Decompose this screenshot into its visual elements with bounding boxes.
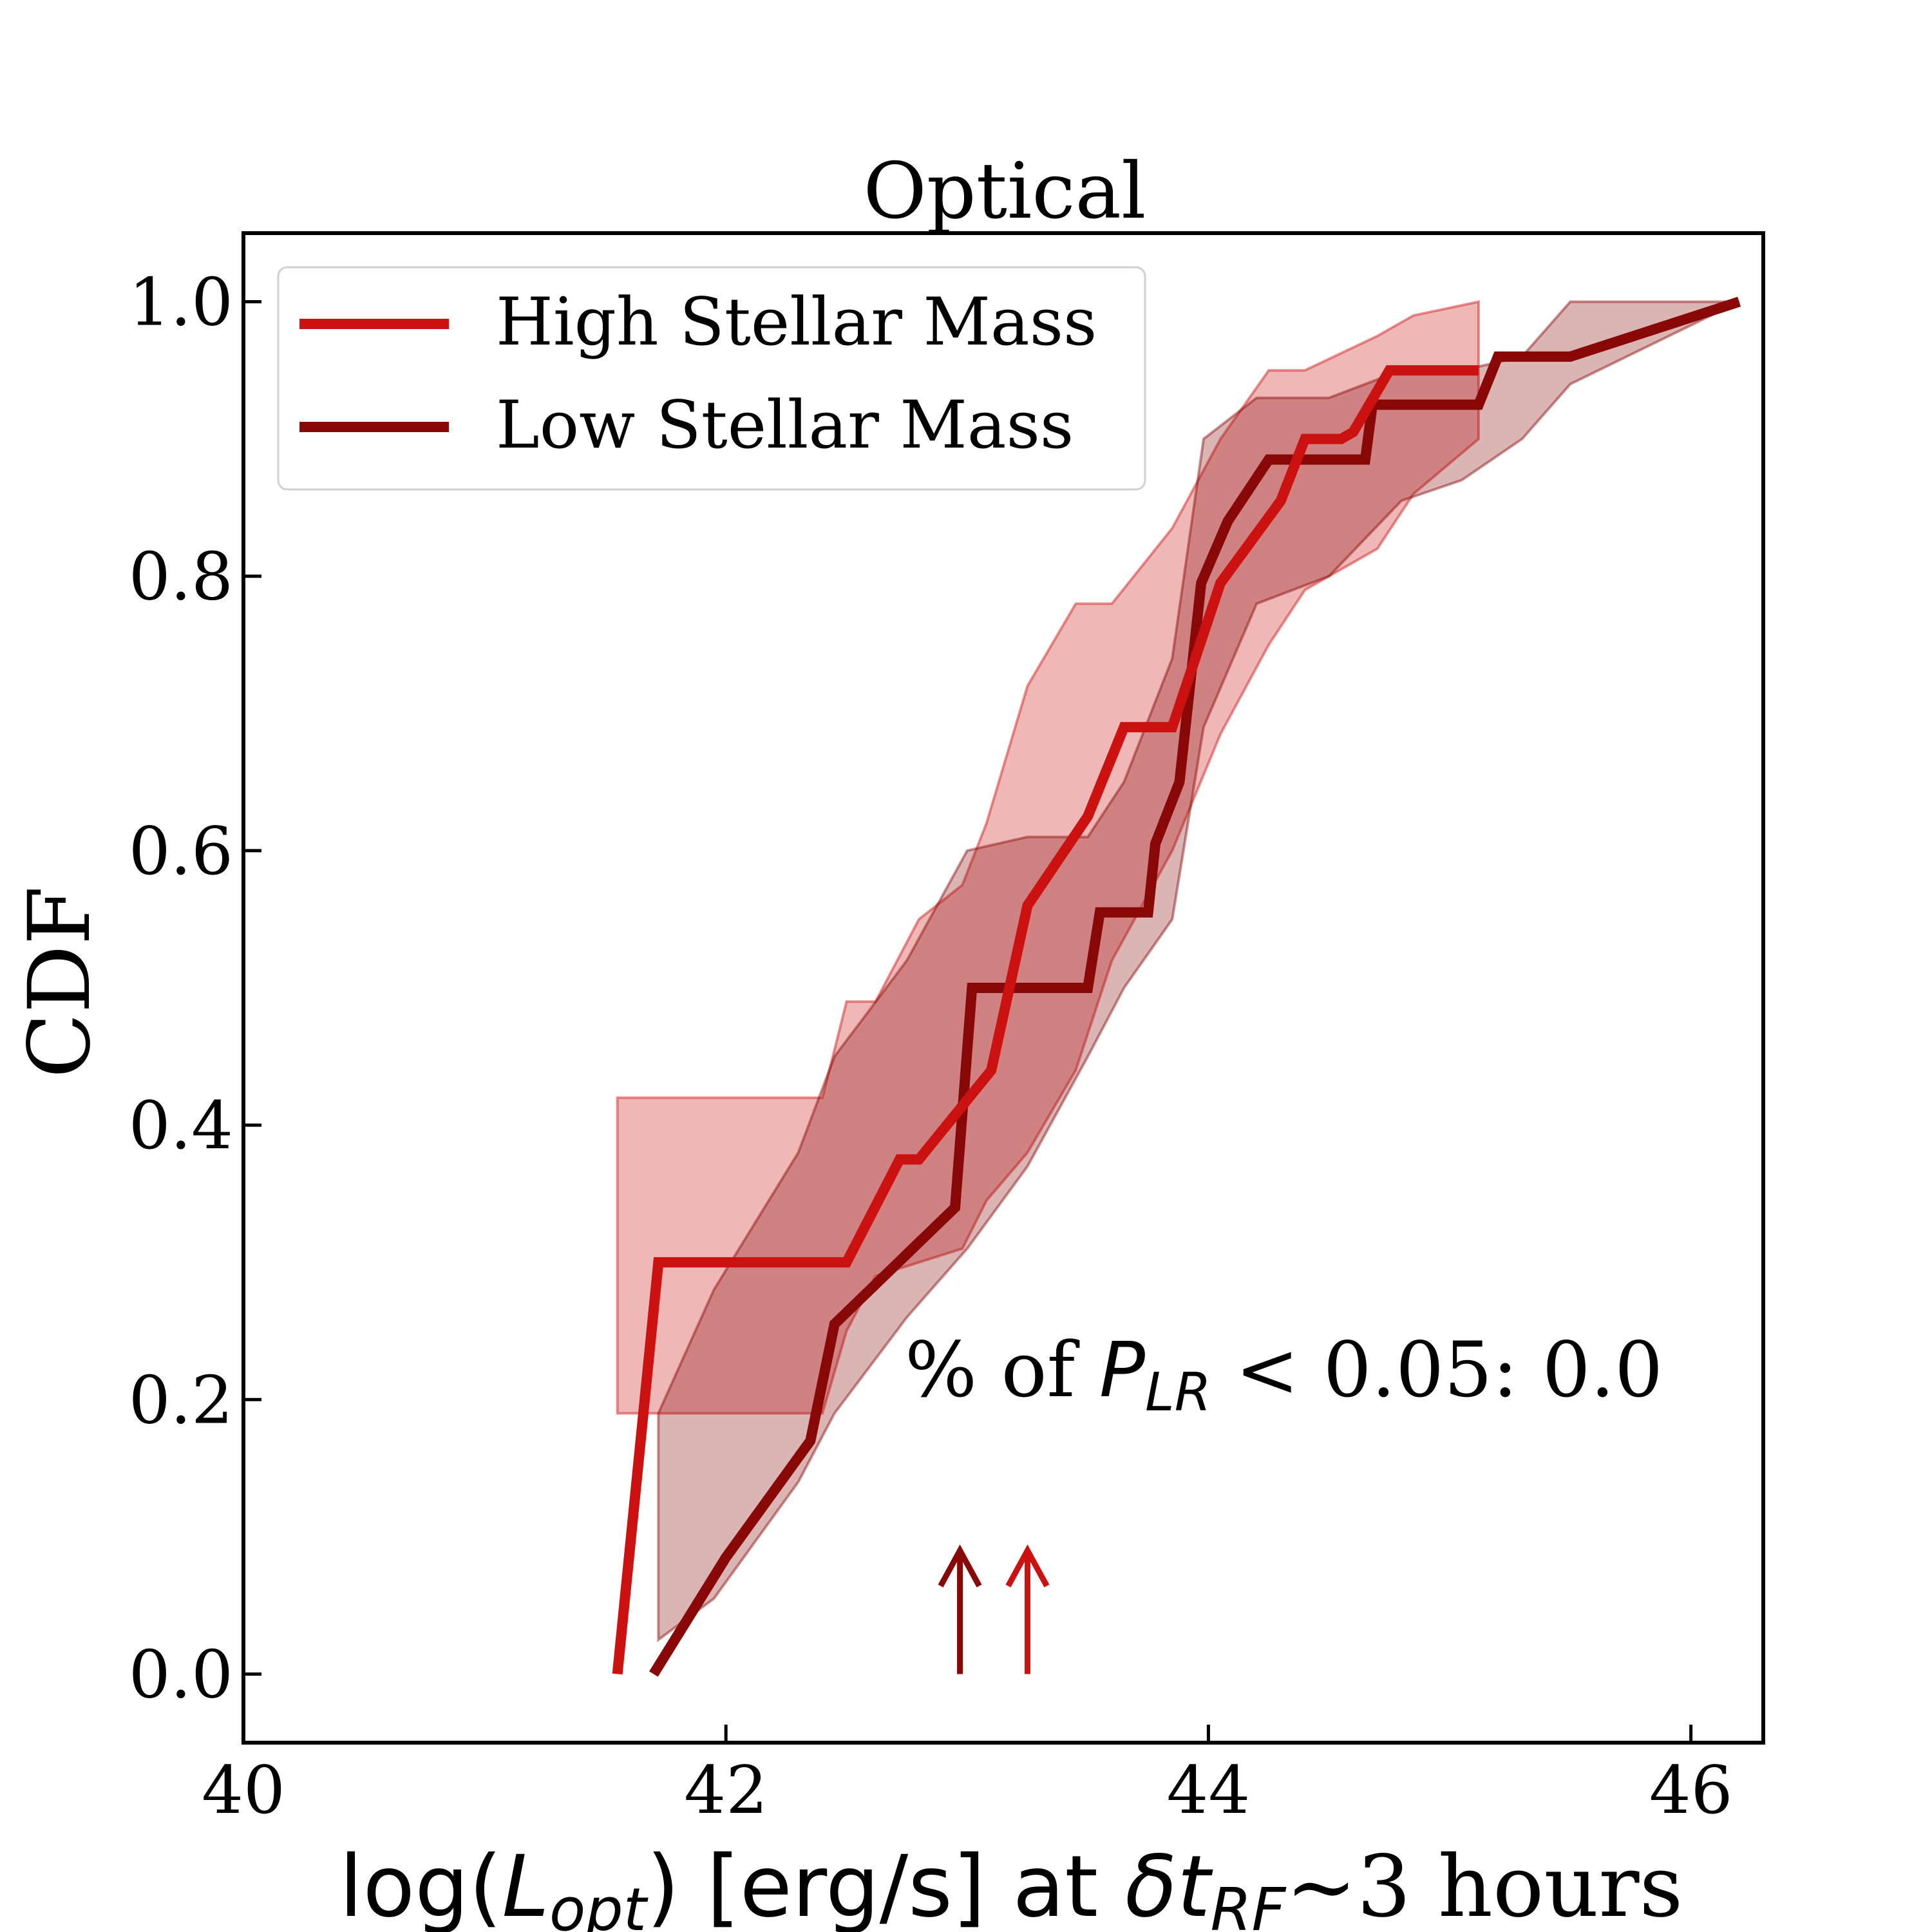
x-axis-label: log(Lopt) [erg/s] at δtRF~3 hours [339,1837,1683,1932]
y-tick-label: 0.8 [129,539,233,616]
arrow-low-stellar-mass [938,1544,982,1674]
y-tick-label: 0.0 [129,1636,233,1713]
stat-annotation: % of PLR < 0.05: 0.0 [905,1325,1663,1423]
y-tick-label: 0.2 [129,1362,233,1439]
arrow-high-stellar-mass [1005,1544,1050,1674]
legend-box [277,266,1146,491]
y-tick-label: 0.4 [129,1088,233,1164]
x-axis-ticks: 40 42 44 46 [202,1725,1733,1829]
confidence-bands [616,300,1740,1643]
band-high-stellar-mass [616,300,1480,1415]
line-high-stellar-mass [612,365,1479,1675]
x-tick-label: 42 [684,1752,768,1829]
y-axis-ticks: 0.0 0.2 0.4 0.6 0.8 1.0 [129,265,261,1713]
x-tick-label: 46 [1649,1752,1733,1829]
median-arrows [938,1544,1050,1674]
legend: High Stellar Mass Low Stellar Mass [277,266,1146,491]
chart-title: Optical [864,147,1146,236]
cdf-lines [612,296,1741,1677]
legend-label-high-stellar-mass: High Stellar Mass [496,284,1097,361]
x-tick-label: 44 [1167,1752,1251,1829]
band-low-stellar-mass [657,300,1740,1643]
y-tick-label: 0.6 [129,813,233,890]
plot-frame [242,231,1765,1745]
legend-label-low-stellar-mass: Low Stellar Mass [496,387,1074,464]
line-low-stellar-mass [649,296,1741,1677]
x-tick-label: 40 [202,1752,285,1829]
y-tick-label: 1.0 [129,265,233,341]
y-axis-label: CDF [10,886,109,1078]
